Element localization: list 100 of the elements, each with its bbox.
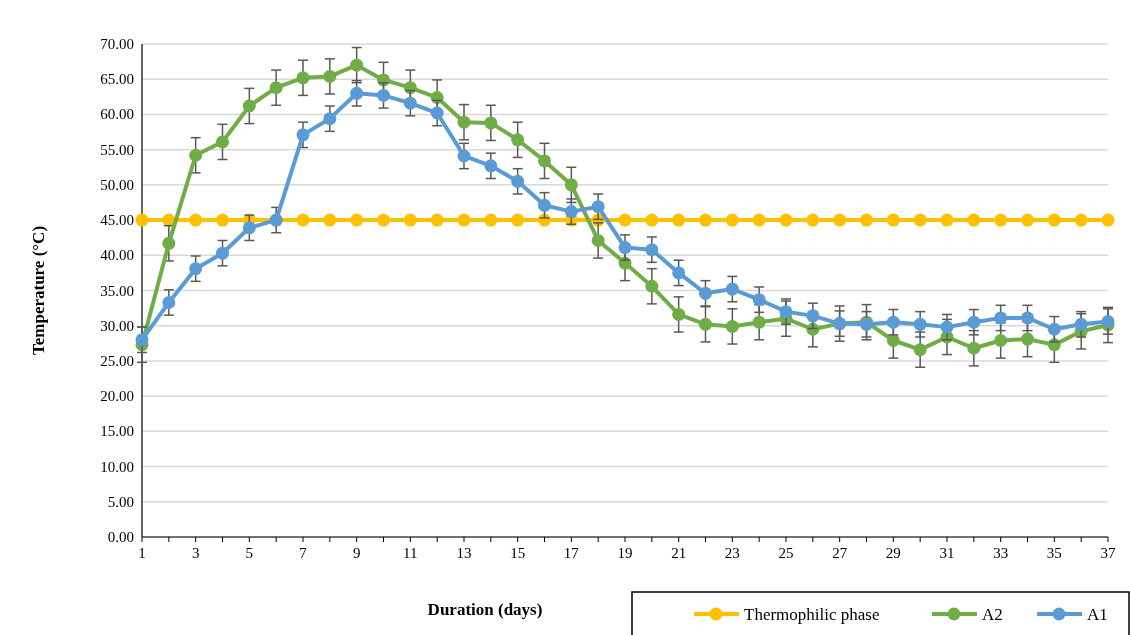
y-tick-label: 65.00 [100,71,134,88]
point [484,159,498,173]
point [618,213,632,227]
y-tick-label: 35.00 [100,282,134,299]
point [752,213,766,227]
point [967,341,981,355]
y-tick-label: 60.00 [100,106,134,123]
point [162,295,176,309]
point [430,106,444,120]
x-axis-title: Duration (days) [427,600,543,619]
point [672,266,686,280]
point [377,213,390,227]
point [672,307,686,321]
point [189,262,203,276]
point [913,343,927,357]
point [725,213,739,227]
point [403,96,417,110]
point [806,213,820,227]
point [1074,213,1088,227]
point [752,315,766,329]
x-tick-label: 11 [403,545,418,561]
y-tick-label: 30.00 [100,317,134,334]
point [591,200,605,214]
point [994,334,1008,347]
point [1101,213,1115,227]
point [725,319,739,333]
point [833,213,847,227]
point [645,213,659,227]
point [591,234,605,247]
point [1021,332,1034,346]
point [752,293,766,307]
point [538,154,551,168]
point [913,317,927,331]
point [216,213,229,227]
point [564,178,578,192]
point [216,135,229,149]
point [967,213,981,227]
x-tick-label: 25 [778,545,794,561]
point [645,279,659,293]
legend-label: Thermophilic phase [744,605,880,624]
point [430,213,444,227]
point [940,213,954,227]
point [1047,213,1061,227]
point [1074,317,1088,331]
y-tick-label: 20.00 [100,388,134,405]
x-tick-label: 17 [563,545,580,561]
point [886,213,900,227]
point [135,213,149,227]
point [511,213,525,227]
x-tick-label: 13 [456,545,472,561]
point [457,149,471,163]
point [350,213,364,227]
point [162,236,176,250]
x-tick-label: 37 [1100,545,1116,561]
y-tick-label: 45.00 [100,212,134,229]
point [699,317,712,331]
point [511,174,525,188]
y-tick-label: 70.00 [100,36,134,52]
point [1047,322,1061,336]
point [484,116,498,130]
x-tick-label: 33 [993,545,1009,561]
point [350,86,364,100]
point [779,213,793,227]
point [296,213,310,227]
point [940,320,954,334]
point [296,71,310,85]
point [350,58,364,72]
point [484,213,498,227]
point [323,69,337,83]
point [672,213,686,227]
x-tick-label: 35 [1046,545,1062,561]
point [645,243,659,257]
point [1101,314,1115,328]
y-tick-label: 0.00 [107,529,134,545]
point [296,128,310,142]
point [967,315,981,329]
point [216,246,229,260]
point [377,88,390,102]
point [135,333,149,347]
point [1021,213,1034,227]
point [323,213,337,227]
point [403,81,417,95]
point [699,286,712,300]
x-tick-label: 31 [939,545,955,561]
point [403,213,417,227]
point [242,99,256,113]
x-tick-label: 29 [885,545,901,561]
point [1021,311,1034,325]
point [377,73,390,87]
x-tick-label: 7 [299,545,308,561]
point [779,305,793,319]
point [699,213,712,227]
point [538,198,551,212]
x-tick-label: 27 [832,545,848,561]
point [806,309,820,323]
y-tick-label: 55.00 [100,141,134,158]
point [323,112,337,126]
legend-label: A2 [982,605,1003,624]
x-tick-label: 23 [724,545,740,561]
point [189,213,203,227]
